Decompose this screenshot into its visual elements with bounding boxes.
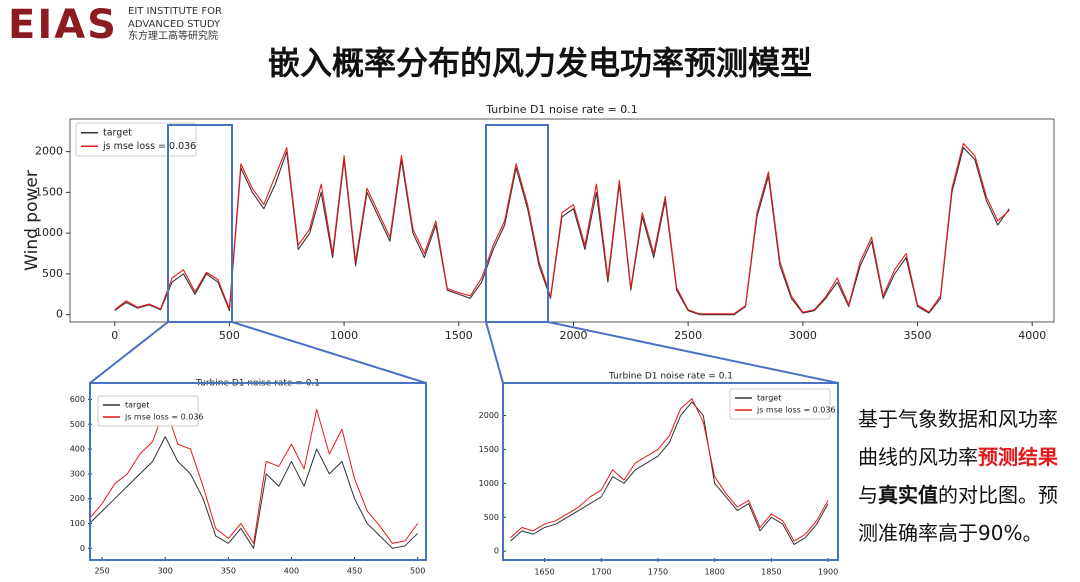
y-tick-label: 200 (70, 494, 85, 503)
zoom-connector (231, 321, 427, 384)
series-line (89, 406, 419, 544)
y-tick-label: 1000 (35, 226, 63, 239)
line-chart: Turbine D1 noise rate = 0.1 Wind power 0 50… (22, 103, 1055, 342)
y-tick-label: 500 (484, 513, 499, 522)
x-tick-label: 500 (219, 329, 240, 342)
caption-text: 的对比图。预测准确率高于90%。 (858, 483, 1058, 545)
x-tick-label: 500 (410, 567, 425, 576)
y-tick-label: 2000 (479, 411, 499, 420)
x-tick-label: 1700 (591, 568, 611, 577)
chart-title: Turbine D1 noise rate = 0.1 (485, 103, 638, 116)
y-tick-label: 1000 (479, 479, 499, 488)
x-tick-label: 4000 (1018, 329, 1046, 342)
logo: EIAS (8, 2, 118, 48)
institute-line: EIT INSTITUTE FOR (128, 6, 222, 17)
legend-label: js mse loss = 0.036 (124, 413, 204, 422)
x-tick-label: 250 (94, 567, 109, 576)
y-tick-label: 300 (70, 469, 85, 478)
x-tick-label: 1850 (761, 568, 781, 577)
zoom-region (485, 124, 549, 323)
legend-label: js mse loss = 0.036 (102, 141, 196, 152)
line-chart: Turbine D1 noise rate = 0.10100200300400… (70, 379, 426, 576)
x-tick-label: 300 (158, 567, 173, 576)
legend-box (729, 388, 831, 420)
x-tick-label: 350 (221, 567, 236, 576)
y-tick-label: 100 (70, 519, 85, 528)
slide-title: 嵌入概率分布的风力发电功率预测模型 (267, 44, 812, 82)
x-tick-label: 2000 (559, 329, 587, 342)
series-line (114, 146, 1010, 316)
x-tick-label: 400 (284, 567, 299, 576)
chart-title: Turbine D1 noise rate = 0.1 (608, 372, 733, 382)
y-tick-label: 0 (494, 547, 499, 556)
caption-bold: 真实值 (878, 483, 938, 507)
y-axis-label: Wind power (22, 170, 42, 271)
y-tick-label: 500 (70, 420, 85, 429)
y-tick-label: 500 (42, 267, 63, 280)
series-line (89, 436, 419, 549)
series-line (510, 401, 829, 545)
series-line (114, 142, 1010, 315)
caption-text: 基于气象数据和风功率曲线的风功率 (858, 407, 1058, 469)
legend-box (75, 122, 197, 157)
caption: 基于气象数据和风功率曲线的风功率预测结果与真实值的对比图。预测准确率高于90%。 (858, 400, 1072, 552)
legend-box (97, 395, 199, 427)
y-tick-label: 400 (70, 445, 85, 454)
y-tick-label: 1500 (35, 185, 63, 198)
y-tick-label: 600 (70, 395, 85, 404)
institute-name: EIT INSTITUTE FOR ADVANCED STUDY 东方理工高等研… (128, 6, 222, 44)
zoom-panel-border (502, 382, 839, 561)
x-tick-label: 2500 (674, 329, 702, 342)
x-tick-label: 3500 (904, 329, 932, 342)
zoom-connector (547, 321, 839, 384)
x-tick-label: 450 (347, 567, 362, 576)
x-tick-label: 1800 (704, 568, 724, 577)
y-tick-label: 1500 (479, 445, 499, 454)
x-tick-label: 1900 (818, 568, 838, 577)
zoom-connector (485, 321, 504, 384)
x-tick-label: 1500 (445, 329, 473, 342)
x-tick-label: 3000 (789, 329, 817, 342)
caption-text: 与 (858, 483, 878, 507)
line-chart: Turbine D1 noise rate = 0.1 0 500 1000 1500 2… (479, 372, 839, 577)
series-line (510, 398, 829, 542)
institute-line: 东方理工高等研究院 (128, 31, 218, 42)
legend-label: target (125, 401, 149, 410)
caption-highlight: 预测结果 (978, 445, 1058, 469)
x-tick-label: 0 (111, 329, 118, 342)
zoom-connector (89, 321, 169, 384)
x-tick-label: 1750 (648, 568, 668, 577)
x-tick-label: 1000 (330, 329, 358, 342)
zoom-highlights (89, 124, 839, 561)
y-tick-label: 0 (80, 544, 85, 553)
y-tick-label: 2000 (35, 145, 63, 158)
x-tick-label: 1650 (534, 568, 554, 577)
legend-label: target (103, 127, 132, 138)
zoom-panel-border (89, 382, 427, 561)
legend-label: target (757, 394, 781, 403)
zoom-region (167, 124, 233, 323)
legend-label: js mse loss = 0.036 (756, 406, 836, 415)
institute-line: ADVANCED STUDY (128, 18, 221, 30)
y-tick-label: 0 (56, 308, 63, 321)
